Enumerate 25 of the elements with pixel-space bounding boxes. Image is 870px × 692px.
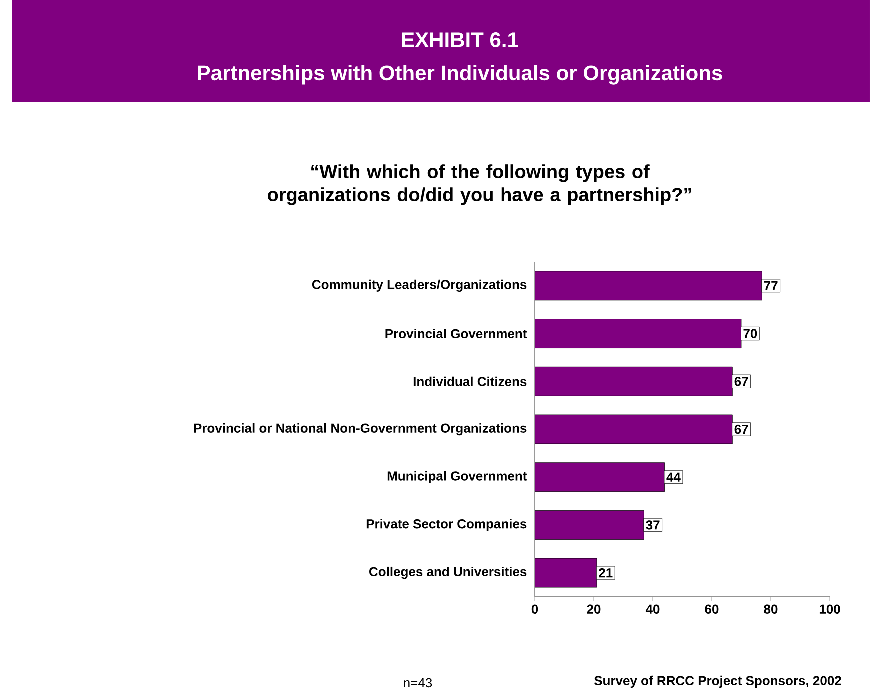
- data-label: 21: [599, 568, 613, 578]
- x-tick-label: 100: [820, 604, 840, 614]
- y-tick-label: Private Sector Companies: [366, 519, 527, 532]
- y-tick-label: Individual Citizens: [414, 376, 527, 386]
- text: Survey of RRCC Project Sponsors, 2002: [594, 676, 842, 688]
- data-label: 77: [764, 281, 778, 290]
- text: “With which of the following types of organizations do/did you have a partnership?”: [268, 164, 692, 206]
- data-label: 67: [734, 424, 748, 434]
- data-label: 67: [734, 377, 748, 386]
- text: n=43: [404, 678, 432, 688]
- x-tick-label: 0: [532, 604, 538, 614]
- data-label: 44: [666, 472, 681, 482]
- chart-subtitle: Partnerships with Other Individuals or Organizations: [198, 65, 722, 85]
- data-label: 37: [646, 520, 660, 530]
- y-tick-label: Provincial Government: [386, 329, 528, 339]
- y-tick-label: Municipal Government: [388, 471, 528, 484]
- y-tick-label: Provincial or National Non-Government Organizations: [194, 423, 527, 436]
- data-label: 70: [744, 329, 758, 338]
- x-tick-label: 20: [587, 604, 601, 614]
- y-tick-label: Community Leaders/Organizations: [312, 280, 527, 292]
- y-tick-label: Colleges and Universities: [370, 566, 527, 580]
- x-tick-label: 80: [764, 604, 778, 614]
- x-tick-label: 40: [646, 604, 660, 614]
- x-tick-label: 60: [705, 604, 719, 614]
- chart-title: EXHIBIT 6.1: [402, 32, 518, 48]
